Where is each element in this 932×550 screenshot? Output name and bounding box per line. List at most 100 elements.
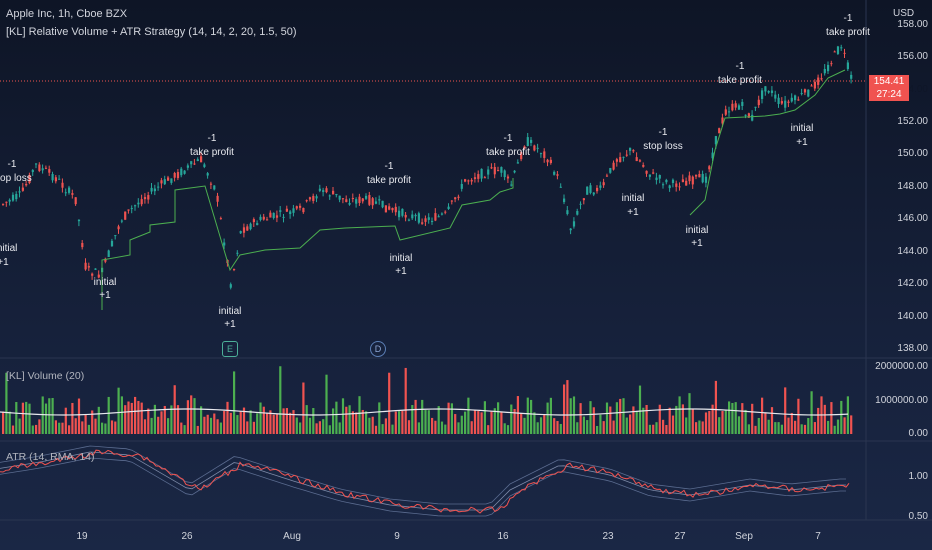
- candle-body: [586, 186, 589, 195]
- volume-bar: [434, 420, 437, 434]
- candle-body: [94, 268, 97, 270]
- trade-annotation: +1: [0, 257, 9, 268]
- candle-body: [543, 151, 546, 158]
- candle-body: [493, 167, 496, 175]
- volume-bar: [54, 420, 57, 434]
- candle-body: [64, 192, 67, 194]
- volume-bar: [658, 404, 661, 434]
- candle-body: [223, 242, 226, 246]
- symbol-title[interactable]: Apple Inc, 1h, Cboe BZX: [6, 8, 128, 20]
- volume-bar: [675, 405, 678, 434]
- candle-body: [658, 175, 661, 179]
- candle-body: [675, 183, 678, 187]
- candle-body: [200, 156, 203, 163]
- trade-annotation: initial: [389, 253, 413, 264]
- volume-bar: [553, 418, 556, 434]
- volume-bar: [473, 409, 477, 434]
- candle-body: [678, 186, 681, 188]
- volume-bar: [140, 402, 143, 434]
- trade-annotation: -1: [658, 127, 668, 138]
- volume-bar: [846, 396, 849, 434]
- price-axis-tick: 158.00: [897, 19, 928, 30]
- volume-bar: [652, 424, 655, 434]
- candle-body: [262, 216, 265, 220]
- volume-bar: [226, 401, 229, 434]
- volume-bar: [206, 414, 209, 434]
- volume-bar: [200, 406, 203, 434]
- candle-body: [87, 266, 90, 268]
- trailing-stop-line: [689, 69, 846, 216]
- dividend-event-icon[interactable]: D: [370, 341, 386, 357]
- candle-body: [708, 166, 711, 170]
- volume-bar: [566, 380, 569, 434]
- trade-annotation: take profit: [486, 147, 530, 158]
- candle-body: [315, 196, 318, 199]
- volume-bar: [668, 407, 671, 434]
- volume-bar: [467, 397, 470, 434]
- volume-bar: [8, 411, 11, 434]
- candle-body: [219, 218, 222, 220]
- strategy-title[interactable]: [KL] Relative Volume + ATR Strategy (14,…: [6, 26, 297, 38]
- atr-pane-title[interactable]: ATR (14, RMA, 14): [6, 451, 95, 463]
- volume-bar: [381, 424, 384, 434]
- volume-bar: [701, 421, 704, 434]
- candle-body: [91, 273, 94, 276]
- volume-bar: [153, 404, 156, 434]
- volume-bar: [216, 419, 219, 434]
- volume-bar: [295, 417, 298, 434]
- candle-body: [731, 103, 734, 111]
- candle-body: [596, 187, 599, 192]
- candle-body: [31, 169, 34, 173]
- earnings-event-icon[interactable]: E: [222, 341, 238, 357]
- volume-bar: [256, 413, 259, 434]
- volume-bar: [312, 408, 315, 434]
- candle-body: [365, 195, 368, 199]
- candle-body: [292, 208, 295, 213]
- candle-body: [691, 176, 694, 185]
- candle-body: [312, 195, 315, 201]
- candle-body: [401, 208, 404, 216]
- candle-body: [589, 185, 592, 193]
- time-axis-tick: Sep: [735, 531, 753, 542]
- candle-body: [579, 203, 582, 205]
- candle-body: [71, 193, 74, 195]
- volume-bar: [761, 397, 764, 434]
- volume-bar: [61, 422, 64, 434]
- volume-bar: [348, 405, 351, 434]
- volume-bar: [130, 402, 133, 434]
- candle-body: [355, 199, 358, 204]
- volume-bar: [219, 422, 222, 434]
- atr-line: [0, 449, 850, 514]
- volume-bar: [810, 391, 813, 434]
- volume-bar: [744, 409, 747, 434]
- volume-bar: [526, 397, 529, 434]
- volume-bar: [688, 393, 691, 434]
- candle-body: [477, 174, 480, 179]
- volume-bar: [836, 419, 840, 434]
- volume-bar: [180, 422, 183, 434]
- currency-label[interactable]: USD: [893, 8, 915, 19]
- volume-bar: [328, 425, 331, 434]
- volume-bar: [407, 420, 411, 434]
- volume-bar: [457, 422, 460, 434]
- volume-bar: [417, 422, 420, 434]
- volume-pane-title[interactable]: [KL] Volume (20): [6, 370, 85, 382]
- volume-bar: [605, 402, 609, 434]
- candle-body: [467, 180, 470, 182]
- candle-body: [38, 164, 41, 171]
- candle-body: [599, 185, 602, 188]
- candle-body: [256, 223, 259, 226]
- candle-body: [840, 47, 843, 49]
- candle-body: [282, 216, 285, 218]
- volume-bar: [784, 387, 787, 434]
- volume-bar: [437, 406, 440, 434]
- volume-bar: [318, 421, 321, 434]
- volume-bar: [506, 425, 510, 434]
- volume-bar: [58, 422, 61, 434]
- candle-body: [404, 214, 407, 218]
- candle-body: [295, 206, 298, 209]
- volume-bar: [157, 416, 160, 434]
- volume-bar: [767, 419, 770, 434]
